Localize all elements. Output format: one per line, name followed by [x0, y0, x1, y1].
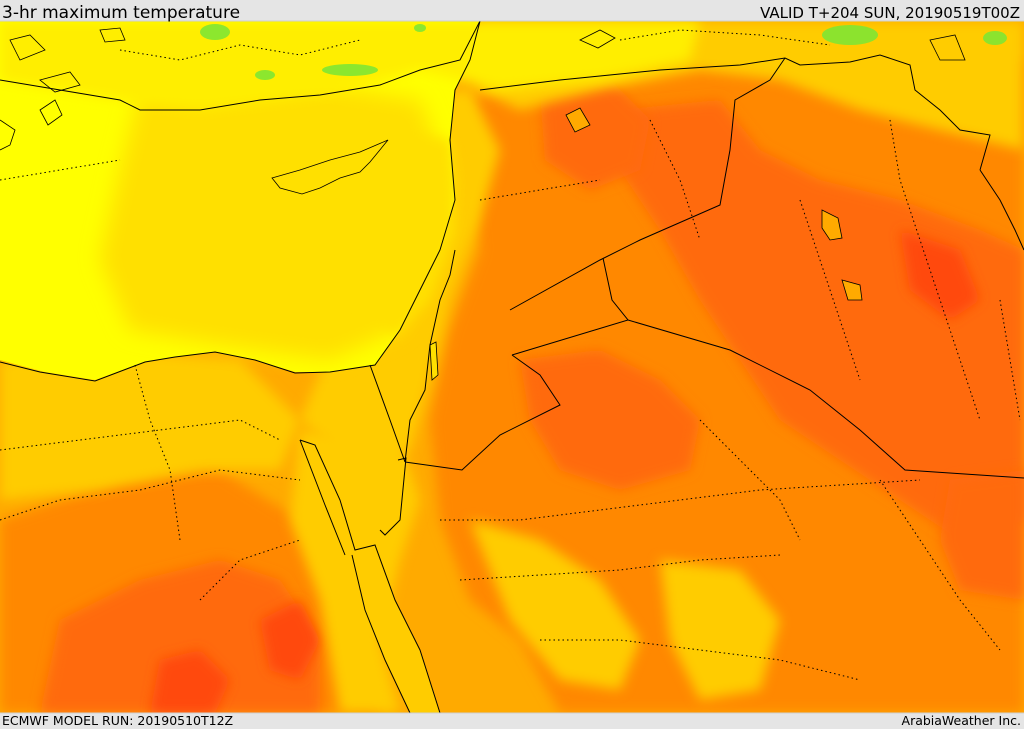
very-hot-syria — [540, 80, 650, 190]
valid-time: VALID T+204 SUN, 20190519T00Z — [760, 4, 1020, 22]
green-patch-5 — [983, 31, 1007, 45]
extreme-iraq — [900, 230, 980, 320]
lake-assad — [565, 107, 591, 133]
very-hot-saudi — [520, 350, 700, 490]
very-hot-africa — [40, 560, 320, 713]
model-run: ECMWF MODEL RUN: 20190510T12Z — [2, 712, 234, 728]
map-area — [0, 21, 1024, 713]
header-bar — [0, 0, 1024, 21]
gulf-of-aqaba — [380, 458, 406, 535]
very-hot-east — [940, 470, 1024, 600]
regional-borders — [0, 29, 1021, 681]
green-patch-4 — [822, 25, 878, 45]
map-title: 3-hr maximum temperature — [2, 3, 241, 23]
green-patch-3 — [255, 70, 275, 80]
cyprus — [271, 139, 389, 195]
green-patch-2 — [322, 64, 378, 76]
coastlines — [0, 21, 1024, 713]
red-sea — [352, 545, 440, 713]
islands — [0, 27, 966, 151]
national-borders — [369, 54, 1024, 479]
gulf-of-suez — [300, 440, 355, 555]
green-patch-1 — [200, 24, 230, 40]
sea-warm-patch-east — [360, 130, 455, 335]
mild-egypt — [0, 350, 300, 500]
credit-label: ArabiaWeather Inc. — [901, 712, 1021, 728]
mild-sinai — [290, 430, 420, 713]
mild-arabia-west — [470, 520, 640, 690]
extreme-africa — [150, 650, 230, 713]
mild-arabia-south — [660, 560, 780, 700]
dead-sea — [429, 341, 439, 381]
lake-tharthar — [821, 209, 843, 241]
footer-bar — [0, 713, 1024, 729]
very-hot-iraq — [620, 100, 1024, 540]
green-patch-6 — [414, 24, 426, 32]
extreme-nile — [260, 600, 320, 680]
lake-milh — [841, 279, 863, 301]
